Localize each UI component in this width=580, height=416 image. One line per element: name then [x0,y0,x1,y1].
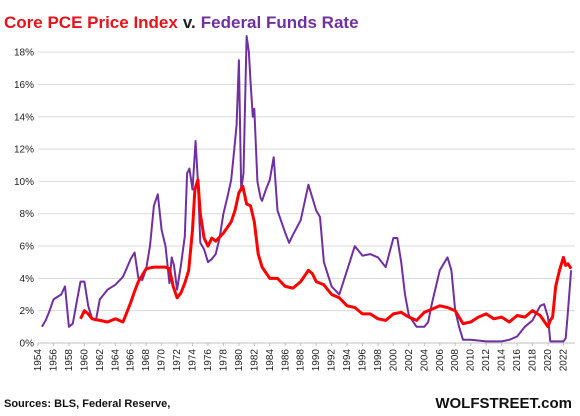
source-note: Sources: BLS, Federal Reserve, [4,398,170,410]
x-tick-label: 2000 [388,349,399,372]
x-tick-label: 1984 [265,349,276,372]
x-tick-label: 1990 [311,349,322,372]
x-tick-label: 2006 [435,349,446,372]
x-tick-label: 1964 [110,349,121,372]
y-tick-label: 14% [14,112,34,123]
x-tick-label: 2002 [404,349,415,372]
core-pce-line [79,178,573,329]
x-tick-label: 2004 [419,349,430,372]
x-tick-label: 1992 [327,349,338,372]
x-tick-label: 1986 [280,349,291,372]
x-tick-label: 1966 [126,349,137,372]
x-tick-label: 1976 [203,349,214,372]
x-tick-label: 1974 [188,349,199,372]
x-tick-label: 1954 [33,349,44,372]
y-tick-label: 18% [14,48,34,59]
x-tick-label: 1972 [172,349,183,372]
x-tick-label: 1970 [157,349,168,372]
chart-title: Core PCE Price Index v. Federal Funds Rate [4,13,359,32]
fed-funds-rate-line [41,35,573,343]
y-tick-label: 8% [20,209,35,220]
y-tick-label: 10% [14,177,34,188]
x-tick-label: 2014 [497,349,508,372]
title-core-pce: Core PCE Price Index [4,13,178,32]
x-tick-label: 2010 [466,349,477,372]
y-tick-label: 16% [14,80,34,91]
y-axis: 0% 2% 4% 6% 8% 10% 12% 14% 16% 18% [14,48,34,350]
x-tick-label: 1994 [342,349,353,372]
x-tick-label: 1956 [48,349,59,372]
x-tick-label: 2020 [543,349,554,372]
x-tick-label: 1960 [79,349,90,372]
x-tick-label: 2018 [528,349,539,372]
x-tick-label: 1962 [95,349,106,372]
title-fed-funds: Federal Funds Rate [201,13,359,32]
x-tick-label: 1996 [358,349,369,372]
x-tick-label: 2022 [558,349,569,372]
x-tick-label: 2008 [450,349,461,372]
series-lines [41,35,573,343]
x-tick-label: 2012 [481,349,492,372]
x-tick-label: 1968 [141,349,152,372]
y-tick-label: 4% [20,274,35,285]
title-joiner: v. [183,13,196,32]
x-tick-label: 1958 [64,349,75,372]
y-tick-label: 12% [14,145,34,156]
y-tick-label: 6% [20,242,35,253]
y-tick-label: 0% [20,339,35,350]
y-tick-label: 2% [20,306,35,317]
brand-label: WOLFSTREET.com [435,395,572,412]
x-tick-label: 1998 [373,349,384,372]
x-tick-label: 2016 [512,349,523,372]
x-tick-label: 1982 [249,349,260,372]
x-tick-label: 1978 [218,349,229,372]
x-tick-label: 1988 [296,349,307,372]
x-axis: 1954 1956 1958 1960 1962 1964 1966 1968 1970 1972… [33,342,575,372]
x-tick-label: 1980 [234,349,245,372]
